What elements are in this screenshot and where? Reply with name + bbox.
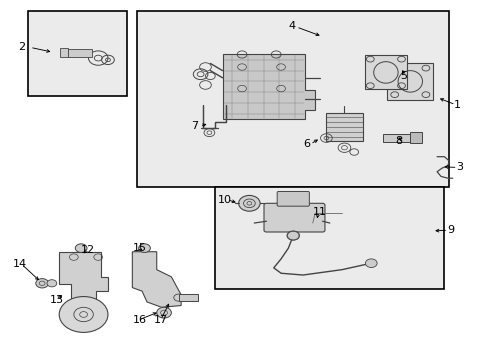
Bar — [325, 113, 362, 141]
Bar — [27, 12, 127, 96]
Text: 1: 1 — [453, 100, 460, 110]
Text: 3: 3 — [456, 162, 463, 172]
Text: 13: 13 — [49, 295, 63, 305]
Text: 5: 5 — [400, 71, 407, 81]
Circle shape — [238, 195, 260, 211]
Circle shape — [75, 244, 87, 252]
Circle shape — [139, 244, 150, 252]
Bar — [68, 49, 92, 57]
Bar — [386, 63, 432, 100]
Text: 9: 9 — [446, 225, 453, 235]
Text: 10: 10 — [217, 195, 231, 205]
Polygon shape — [59, 252, 108, 306]
FancyBboxPatch shape — [277, 192, 309, 206]
Circle shape — [173, 294, 183, 301]
Text: 16: 16 — [132, 315, 146, 325]
Text: 15: 15 — [132, 243, 146, 253]
Bar — [178, 294, 198, 301]
Text: 6: 6 — [303, 139, 309, 149]
Circle shape — [157, 307, 171, 318]
Circle shape — [59, 297, 108, 332]
Text: 11: 11 — [312, 207, 326, 217]
Text: 7: 7 — [190, 121, 198, 131]
Bar — [61, 48, 68, 58]
Bar — [365, 55, 406, 89]
Bar — [409, 132, 422, 143]
Polygon shape — [222, 54, 315, 119]
Bar — [137, 12, 448, 187]
Circle shape — [287, 231, 299, 240]
Text: 2: 2 — [18, 42, 25, 52]
FancyBboxPatch shape — [264, 203, 325, 232]
Circle shape — [47, 280, 57, 287]
Polygon shape — [132, 252, 181, 307]
Circle shape — [36, 279, 48, 288]
Bar — [215, 187, 444, 289]
Text: 14: 14 — [13, 259, 27, 269]
Text: 8: 8 — [395, 136, 402, 145]
Bar — [383, 134, 409, 141]
Text: 4: 4 — [288, 21, 295, 31]
Text: 12: 12 — [81, 245, 95, 255]
Text: 17: 17 — [154, 315, 168, 325]
Circle shape — [365, 259, 376, 267]
